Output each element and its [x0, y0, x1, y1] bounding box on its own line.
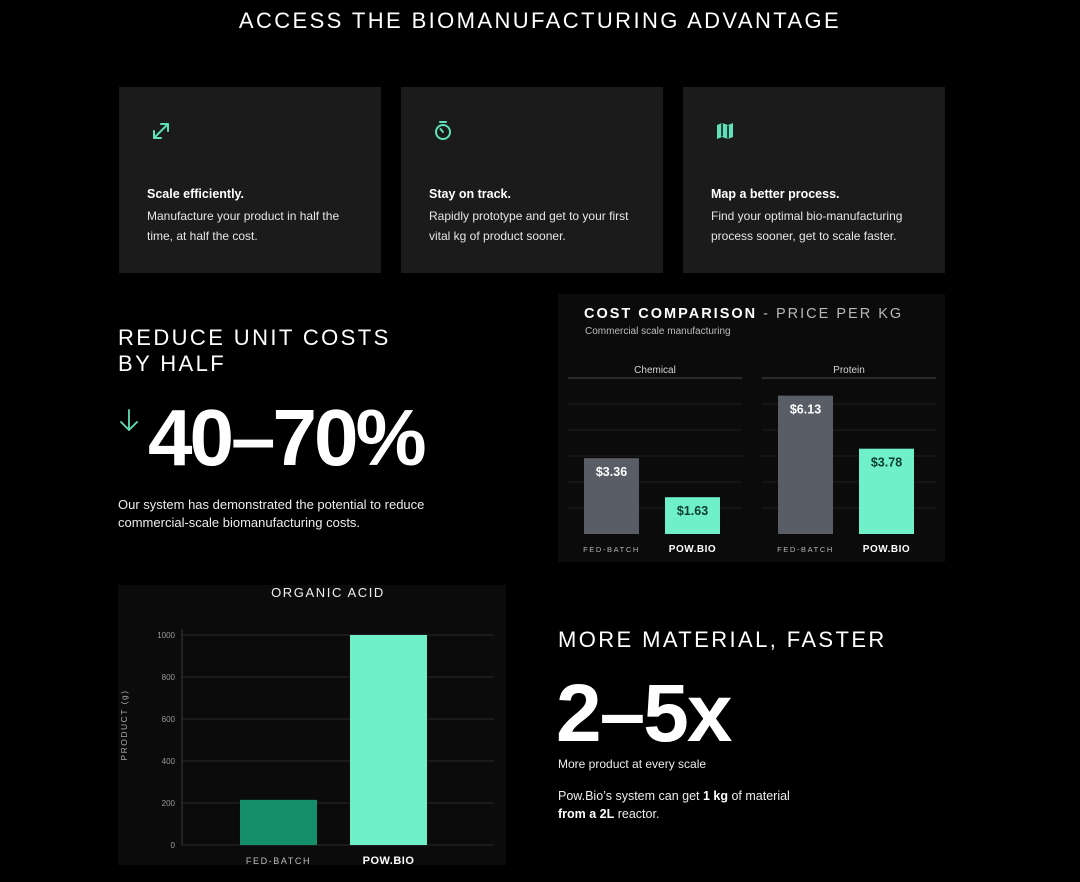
feature-body: Manufacture your product in half the tim…	[147, 209, 340, 243]
chart-bar	[859, 448, 914, 534]
page-title: ACCESS THE BIOMANUFACTURING ADVANTAGE	[238, 8, 842, 33]
body-text: reactor.	[614, 807, 660, 821]
reduce-heading-line2: BY HALF	[118, 351, 227, 376]
chart-tick-label: 600	[162, 715, 176, 724]
cost-chart-subtitle: Commercial scale manufacturing	[585, 326, 731, 337]
chart-tick-label: 1000	[157, 631, 175, 640]
feature-card-scale: Scale efficiently. Manufacture your prod…	[119, 87, 381, 273]
cost-chart-title-suffix: - PRICE PER KG	[757, 306, 904, 322]
feature-title: Scale efficiently.	[147, 187, 245, 201]
chart-category-label: FED-BATCH	[777, 545, 834, 554]
chart-bar	[584, 458, 639, 534]
chart-group-label: Protein	[833, 365, 865, 376]
chart-data-label: $3.36	[596, 465, 627, 479]
chart-category-label: FED-BATCH	[246, 856, 311, 865]
organic-acid-panel: ORGANIC ACID 0 200 400 600 800 1000 PRODUCT (g)…	[118, 585, 506, 865]
more-material-body: Pow.Bio’s system can get 1 kg of materia…	[558, 787, 798, 823]
feature-body: Find your optimal bio-manufacturing proc…	[711, 209, 903, 243]
chart-y-axis-label: PRODUCT (g)	[119, 689, 129, 760]
cost-chart-title-main: COST COMPARISON	[584, 306, 758, 322]
chart-data-label: $6.13	[790, 403, 821, 417]
reduce-heading: REDUCE UNIT COSTS BY HALF	[118, 325, 448, 377]
reduce-body: Our system has demonstrated the potentia…	[118, 497, 425, 530]
map-icon	[717, 123, 733, 139]
reduce-heading-line1: REDUCE UNIT COSTS	[118, 325, 391, 350]
chart-group-label: Chemical	[634, 365, 676, 376]
chart-bar	[350, 635, 427, 845]
chart-tick-label: 400	[162, 757, 176, 766]
feature-card-map: Map a better process. Find your optimal …	[683, 87, 945, 273]
chart-category-label: FED-BATCH	[583, 545, 640, 554]
organic-acid-chart: ORGANIC ACID 0 200 400 600 800 1000 PRODUCT (g)…	[119, 585, 494, 865]
cost-chart-title: COST COMPARISON - PRICE PER KG	[584, 306, 903, 322]
body-text: of material	[728, 789, 790, 803]
feature-title: Map a better process.	[711, 187, 840, 201]
more-material-heading: MORE MATERIAL, FASTER	[558, 627, 887, 652]
more-material-value: 2–5x	[556, 668, 732, 759]
feature-card-track: Stay on track. Rapidly prototype and get…	[401, 87, 663, 273]
chart-tick-label: 0	[171, 841, 176, 850]
chart-category-label: POW.BIO	[669, 544, 716, 555]
more-material-subtitle: More product at every scale	[558, 757, 707, 771]
down-arrow-icon	[120, 409, 138, 431]
chart-bar	[240, 799, 317, 845]
chart-data-label: $1.63	[677, 504, 708, 518]
feature-body: Rapidly prototype and get to your first …	[429, 209, 629, 243]
chart-bar	[665, 497, 720, 534]
chart-tick-label: 200	[162, 799, 176, 808]
cost-reduction-value: 40–70%	[148, 393, 427, 482]
body-text: Pow.Bio’s system can get	[558, 789, 703, 803]
chart-title: ORGANIC ACID	[271, 585, 385, 600]
chart-data-label: $3.78	[871, 456, 902, 470]
cost-comparison-panel: COST COMPARISON - PRICE PER KG Commercia…	[558, 294, 945, 562]
expand-arrows-icon	[153, 123, 169, 139]
body-bold-amount: 1 kg	[702, 789, 728, 803]
cost-comparison-chart: Chemical $3.36 FED-BATCH $1.63 POW.BIO Protei…	[568, 365, 936, 555]
chart-tick-label: 800	[162, 673, 176, 682]
chart-category-label: POW.BIO	[863, 544, 910, 555]
stopwatch-icon	[435, 121, 451, 140]
body-bold-reactor: from a 2L	[558, 807, 615, 821]
feature-title: Stay on track.	[429, 187, 511, 201]
chart-category-label: POW.BIO	[363, 855, 415, 865]
chart-bar	[778, 395, 833, 534]
